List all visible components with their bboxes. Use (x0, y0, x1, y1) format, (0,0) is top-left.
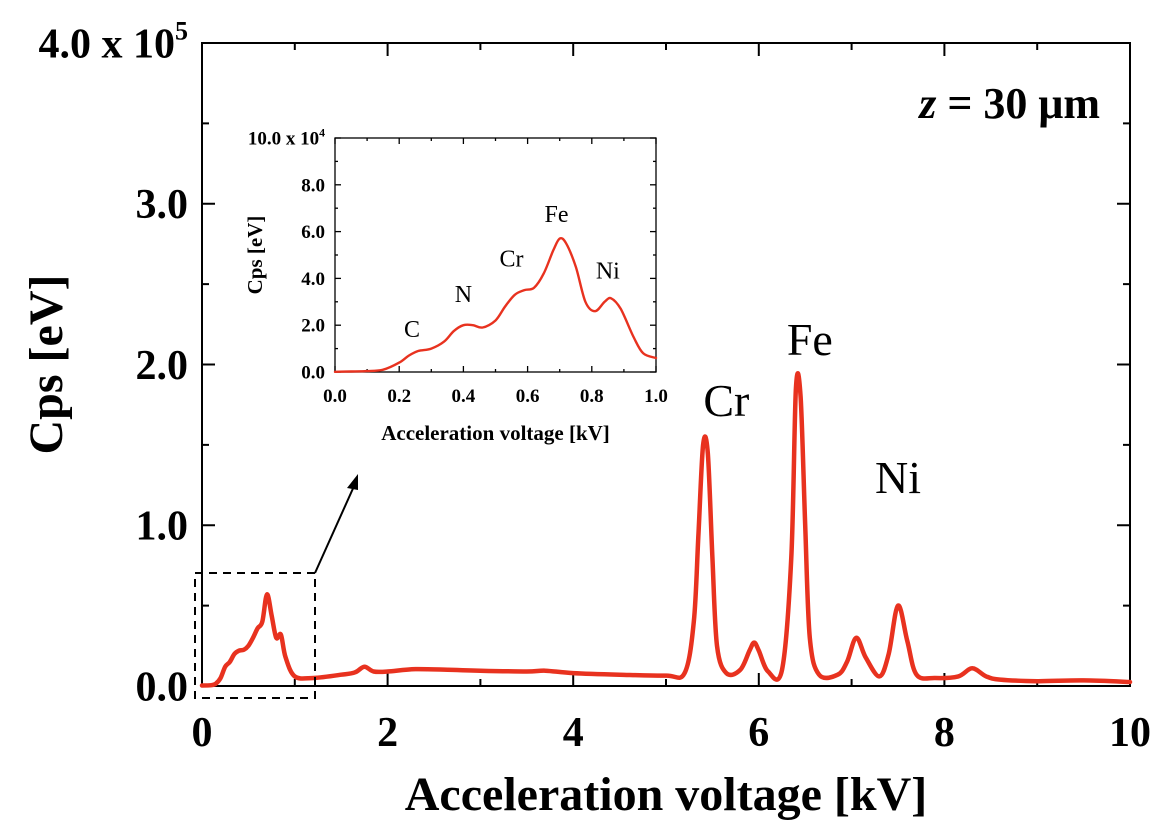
inset-y-tick-label-text: 4.0 (301, 269, 325, 290)
main-y-tick-label: 2.0 (136, 343, 189, 389)
inset-background (335, 138, 656, 372)
main-x-tick-label: 4 (563, 710, 584, 756)
main-x-tick-label: 2 (377, 710, 398, 756)
inset-y-axis-label: Cps [eV] (243, 216, 267, 295)
inset-y-tick-label: 2.0 (301, 316, 325, 337)
main-x-tick-label: 10 (1109, 710, 1151, 756)
inset-y-tick-label-text: 0.0 (301, 362, 325, 383)
main-x-tick-label: 6 (748, 710, 769, 756)
inset-peak-label-cr: Cr (500, 247, 524, 273)
inset-x-axis-label: Acceleration voltage [kV] (381, 421, 610, 445)
main-x-axis-label: Acceleration voltage [kV] (405, 768, 928, 821)
inset-y-tick-label-text: 10.0 x 10 (248, 128, 319, 149)
main-peak-label-ni: Ni (875, 452, 921, 503)
inset-peak-label-fe: Fe (544, 202, 568, 228)
inset-y-tick-label: 6.0 (301, 222, 325, 243)
depth-annotation-variable: z (917, 79, 936, 128)
inset-y-tick-label-exponent: 4 (319, 126, 325, 139)
main-y-tick-label-text: 0.0 (136, 664, 189, 710)
depth-annotation-value: = 30 μm (936, 79, 1100, 128)
inset-y-tick-label-text: 8.0 (301, 175, 325, 196)
inset-y-tick-label: 8.0 (301, 175, 325, 196)
main-y-tick-label-text: 1.0 (136, 504, 189, 550)
main-y-axis-label: Cps [eV] (20, 275, 73, 455)
inset-x-tick-label: 0.6 (516, 386, 540, 407)
inset-x-tick-label: 0.0 (323, 386, 347, 407)
inset-peak-label-n: N (455, 282, 472, 308)
inset-peak-label-c: C (404, 317, 420, 343)
inset-x-tick-label: 0.8 (580, 386, 604, 407)
inset-chart-group: 0.0 0.2 0.4 0.6 0.8 1.0 0.0 2.0 4.0 6.0 8.0 10.0 x … (243, 126, 668, 445)
inset-series-line (333, 236, 658, 373)
inset-peak-label-ni: Ni (596, 258, 620, 284)
main-y-tick-label: 3.0 (136, 182, 189, 228)
main-y-tick-label: 4.0 x 105 (38, 17, 188, 68)
zoom-region-box (194, 572, 316, 699)
main-y-tick-label-text: 2.0 (136, 343, 189, 389)
main-x-tick-label: 8 (934, 710, 955, 756)
main-y-tick-label-text: 4.0 x 10 (38, 21, 175, 67)
depth-annotation: z = 30 μm (917, 79, 1100, 128)
inset-x-tick-label: 1.0 (644, 386, 668, 407)
inset-x-tick-label: 0.4 (452, 386, 476, 407)
inset-y-tick-label-text: 2.0 (301, 316, 325, 337)
zoom-arrow-line (314, 483, 356, 574)
main-chart-group: 0 2 4 6 8 10 0.0 1.0 2.0 3.0 4.0 x 105 Acceleration… (20, 17, 1151, 821)
main-peak-label-fe: Fe (787, 314, 833, 365)
inset-y-tick-label: 4.0 (301, 269, 325, 290)
inset-x-tick-label: 0.2 (387, 386, 411, 407)
main-y-tick-label-exponent: 5 (175, 17, 188, 46)
main-series-line (199, 371, 1133, 688)
main-x-tick-label: 0 (192, 710, 213, 756)
inset-y-tick-label: 0.0 (301, 362, 325, 383)
inset-y-tick-label: 10.0 x 104 (248, 126, 325, 149)
inset-y-tick-label-text: 6.0 (301, 222, 325, 243)
main-y-tick-label-text: 3.0 (136, 182, 189, 228)
main-y-tick-label: 0.0 (136, 664, 189, 710)
main-y-tick-label: 1.0 (136, 504, 189, 550)
main-peak-label-cr: Cr (703, 375, 749, 426)
zoom-arrow-head (347, 474, 358, 490)
